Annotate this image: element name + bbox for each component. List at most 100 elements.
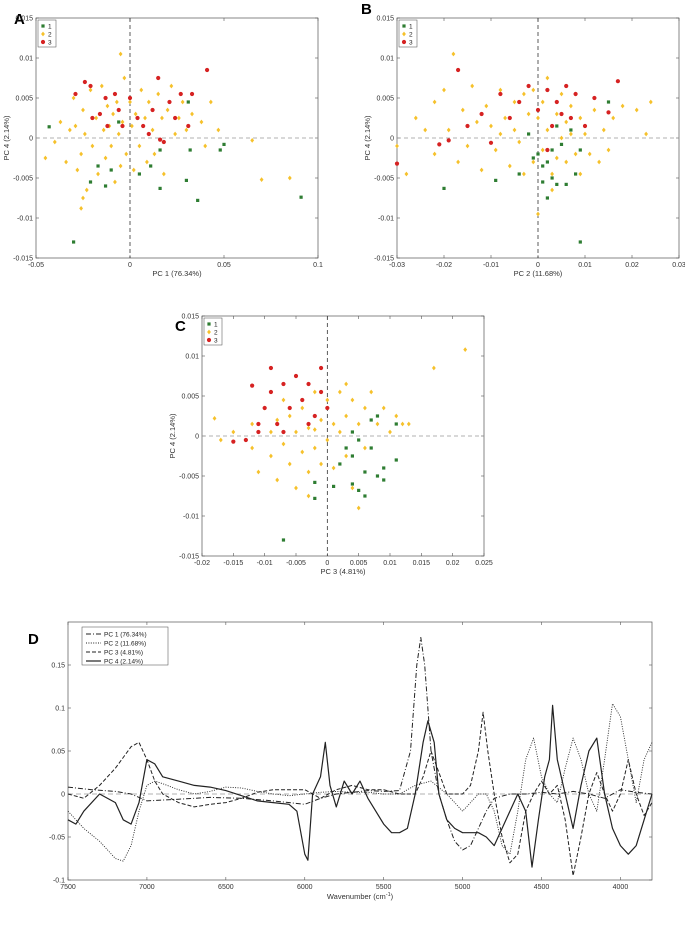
data-point bbox=[256, 429, 261, 435]
data-point bbox=[158, 148, 162, 152]
data-point bbox=[306, 381, 311, 387]
data-point bbox=[574, 172, 578, 176]
data-point bbox=[413, 115, 418, 121]
data-point bbox=[503, 115, 507, 121]
legend: 123 bbox=[398, 19, 418, 48]
data-point bbox=[545, 87, 550, 93]
data-point bbox=[550, 176, 554, 180]
data-point bbox=[318, 389, 324, 395]
y-tick-label: 0 bbox=[61, 792, 65, 799]
data-point bbox=[451, 51, 456, 57]
data-point bbox=[250, 421, 255, 427]
chart-a: A -0.05 0 0.05 0.1 -0.015 -0.01 -0.005 0 0.005 0.0… bbox=[2, 11, 323, 278]
legend-marker bbox=[402, 31, 406, 37]
data-point bbox=[81, 195, 85, 201]
y-axis-label: PC 4 (2.14%) bbox=[2, 115, 11, 161]
x-tick-label: 0.03 bbox=[672, 262, 685, 269]
data-point bbox=[143, 115, 147, 121]
data-point bbox=[569, 128, 573, 132]
data-point bbox=[363, 405, 367, 411]
data-point bbox=[101, 127, 106, 133]
data-point bbox=[375, 421, 380, 427]
y-tick-label: -0.01 bbox=[183, 514, 199, 521]
data-point bbox=[216, 127, 221, 133]
legend-box bbox=[81, 626, 169, 666]
data-point bbox=[141, 123, 146, 129]
data-point bbox=[300, 405, 305, 411]
data-point bbox=[165, 107, 170, 113]
data-point bbox=[128, 99, 132, 105]
data-point bbox=[118, 51, 123, 57]
data-point bbox=[81, 107, 85, 113]
y-tick-label: -0.05 bbox=[49, 835, 65, 842]
y-tick-label: 0 bbox=[29, 136, 33, 143]
data-point bbox=[287, 405, 292, 411]
legend-marker bbox=[41, 31, 45, 37]
y-tick-label: -0.005 bbox=[179, 474, 199, 481]
data-point bbox=[331, 465, 336, 471]
y-tick-label: 0.015 bbox=[376, 16, 394, 23]
data-point bbox=[554, 155, 559, 161]
data-point bbox=[250, 383, 255, 388]
x-tick-label: 0.05 bbox=[217, 262, 231, 269]
data-point bbox=[442, 186, 446, 190]
x-tick-label: -0.02 bbox=[194, 560, 210, 567]
series-3 bbox=[394, 67, 621, 166]
data-point bbox=[157, 137, 163, 142]
data-point bbox=[222, 142, 226, 146]
data-point bbox=[319, 461, 323, 467]
data-point bbox=[287, 461, 292, 467]
data-point bbox=[592, 107, 597, 113]
x-axis-label-close: ) bbox=[391, 892, 394, 901]
data-point bbox=[275, 477, 280, 483]
x-tick-label: -0.05 bbox=[28, 262, 44, 269]
data-point bbox=[325, 405, 330, 411]
data-point bbox=[313, 480, 317, 484]
data-point bbox=[79, 206, 84, 211]
data-point bbox=[161, 139, 166, 145]
series-line-pc2 bbox=[67, 703, 653, 862]
data-point bbox=[446, 138, 451, 143]
data-point bbox=[522, 171, 526, 177]
data-point bbox=[394, 458, 398, 462]
data-point bbox=[120, 123, 125, 129]
data-point bbox=[357, 438, 361, 442]
legend-label: PC 1 (76.34%) bbox=[104, 631, 147, 638]
series-line-pc3 bbox=[67, 711, 653, 877]
data-point bbox=[268, 365, 274, 371]
y-tick-label: -0.015 bbox=[374, 256, 394, 263]
data-point bbox=[564, 159, 569, 165]
data-point bbox=[394, 161, 400, 166]
data-point bbox=[432, 99, 437, 105]
data-point bbox=[606, 147, 611, 153]
data-point bbox=[344, 413, 349, 419]
y-tick-label: 0.15 bbox=[51, 663, 65, 670]
data-point bbox=[394, 422, 398, 426]
data-point bbox=[369, 389, 374, 395]
x-tick-label: 0.01 bbox=[383, 560, 397, 567]
data-point bbox=[493, 147, 498, 153]
data-point bbox=[269, 453, 273, 459]
legend-marker bbox=[402, 24, 406, 28]
data-point bbox=[536, 115, 540, 121]
legend-label: 2 bbox=[409, 31, 413, 38]
data-point bbox=[88, 83, 93, 89]
data-point bbox=[231, 439, 236, 444]
data-point bbox=[158, 186, 162, 190]
data-point bbox=[507, 163, 512, 169]
data-point bbox=[531, 87, 536, 93]
data-point bbox=[540, 99, 545, 105]
x-tick-label: 0 bbox=[128, 262, 132, 269]
data-point bbox=[606, 100, 611, 104]
data-point bbox=[90, 115, 95, 121]
data-point bbox=[306, 421, 311, 427]
x-tick-label: 0.02 bbox=[446, 560, 460, 567]
x-tick-label: 6000 bbox=[297, 884, 313, 891]
data-point bbox=[218, 437, 223, 443]
data-point bbox=[634, 107, 639, 113]
data-point bbox=[47, 125, 51, 129]
data-point bbox=[139, 87, 144, 93]
data-point bbox=[564, 83, 569, 89]
data-point bbox=[318, 365, 324, 371]
data-point bbox=[116, 131, 121, 137]
